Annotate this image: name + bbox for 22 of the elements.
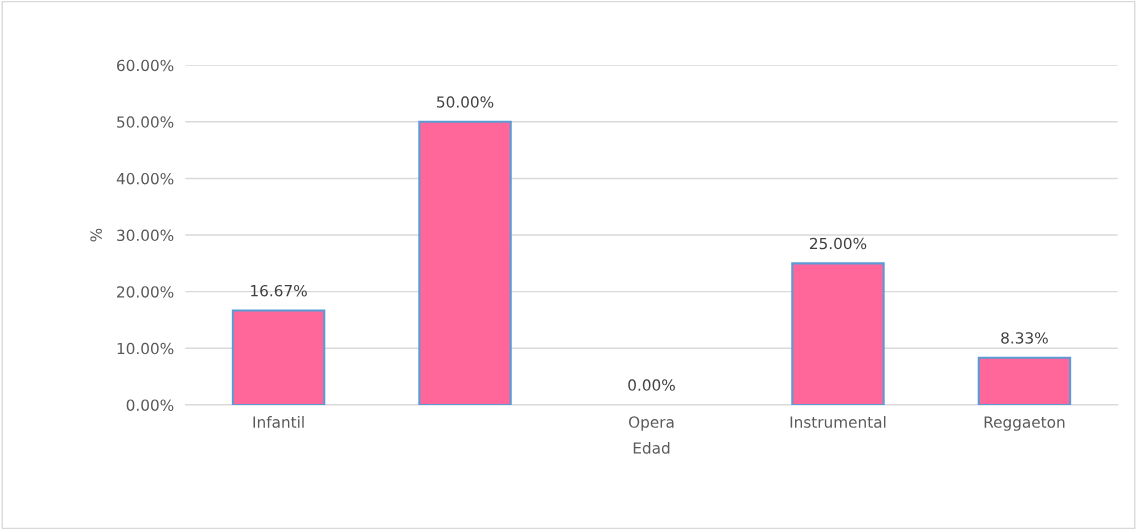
- x-tick-label: Opera: [628, 416, 674, 431]
- bar: [231, 309, 326, 405]
- y-axis-title: %: [90, 228, 102, 242]
- y-tick-label: 10.00%: [117, 342, 174, 355]
- x-axis-title: Edad: [633, 441, 670, 454]
- x-tick-label: Infantil: [253, 416, 304, 428]
- x-tick-label: Instrumental: [790, 416, 886, 428]
- y-tick-label: 40.00%: [116, 172, 174, 185]
- data-label: 16.67%: [251, 284, 307, 297]
- y-tick-label: 60.00%: [117, 59, 174, 72]
- bar: [418, 120, 512, 405]
- data-label: 0.00%: [628, 379, 675, 391]
- bar: [791, 262, 885, 405]
- data-label: 25.00%: [809, 237, 867, 250]
- y-tick-label: 30.00%: [117, 229, 174, 242]
- data-label: 50.00%: [437, 96, 494, 108]
- y-tick-label: 50.00%: [117, 116, 174, 128]
- y-tick-label: 0.00%: [126, 399, 174, 411]
- data-label: 8.33%: [1001, 332, 1048, 344]
- x-tick-label: Reggaeton: [984, 416, 1065, 431]
- bar: [977, 356, 1072, 405]
- y-tick-label: 20.00%: [117, 286, 174, 298]
